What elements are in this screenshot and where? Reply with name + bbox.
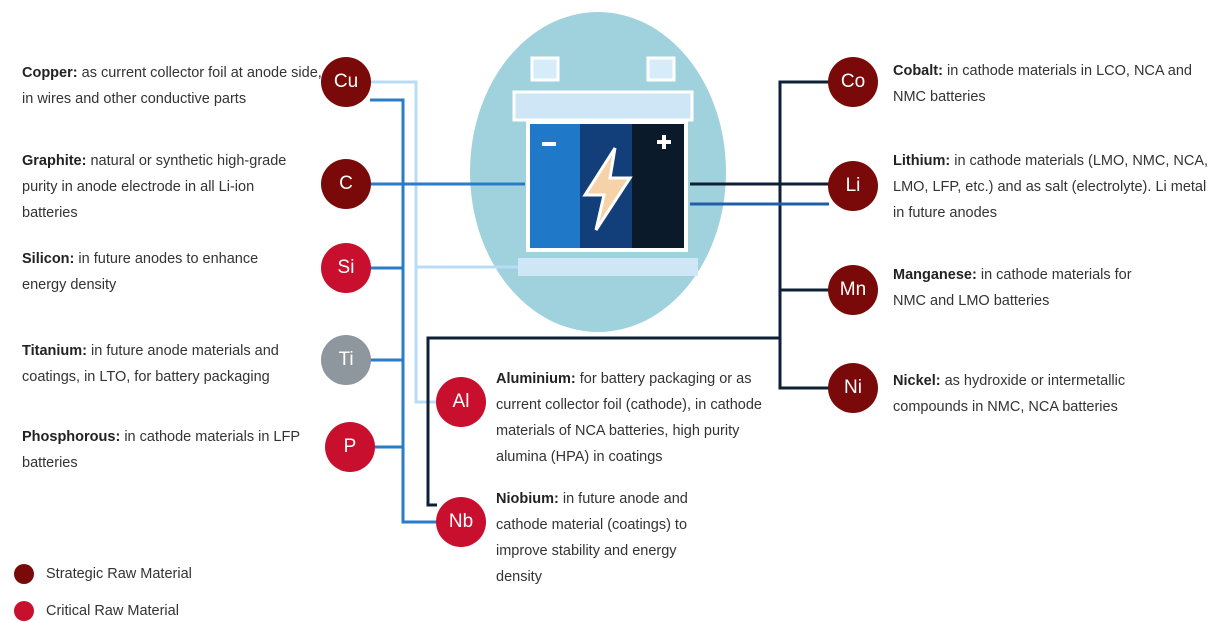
material-name: Nickel: [893,373,941,389]
symbol-circle: Nb [436,497,486,547]
material-name: Silicon: [22,251,74,267]
page: Copper: as current collector foil at ano… [0,0,1224,622]
material-name: Phosphorous: [22,429,120,445]
material-name: Niobium: [496,491,559,507]
material-name: Lithium: [893,153,950,169]
description: Graphite: natural or synthetic high-grad… [22,148,292,226]
description: Lithium: in cathode materials (LMO, NMC,… [893,148,1213,226]
legend-item: Strategic Raw Material [14,564,192,584]
symbol-circle: C [321,159,371,209]
material-name: Manganese: [893,267,977,283]
symbol-circle: Ni [828,363,878,413]
material-name: Graphite: [22,153,86,169]
symbol-circle: Mn [828,265,878,315]
material-name: Copper: [22,65,78,81]
description: Cobalt: in cathode materials in LCO, NCA… [893,58,1223,110]
material-name: Aluminium: [496,371,576,387]
description: Manganese: in cathode materials for NMC … [893,262,1153,314]
symbol-circle: Co [828,57,878,107]
material-name: Titanium: [22,343,87,359]
description: Phosphorous: in cathode materials in LFP… [22,424,307,476]
description: Silicon: in future anodes to enhance ene… [22,246,292,298]
legend-label: Critical Raw Material [46,603,179,619]
description: Copper: as current collector foil at ano… [22,60,322,112]
symbol-circle: Li [828,161,878,211]
description: Nickel: as hydroxide or intermetallic co… [893,368,1173,420]
description: Titanium: in future anode materials and … [22,338,322,390]
material-name: Cobalt: [893,63,943,79]
symbol-circle: P [325,422,375,472]
symbol-circle: Si [321,243,371,293]
legend-label: Strategic Raw Material [46,566,192,582]
battery-icon [514,58,698,276]
symbol-circle: Cu [321,57,371,107]
description: Niobium: in future anode and cathode mat… [496,486,726,590]
symbol-circle: Al [436,377,486,427]
description: Aluminium: for battery packaging or as c… [496,366,766,470]
legend-item: Critical Raw Material [14,601,179,621]
symbol-circle: Ti [321,335,371,385]
